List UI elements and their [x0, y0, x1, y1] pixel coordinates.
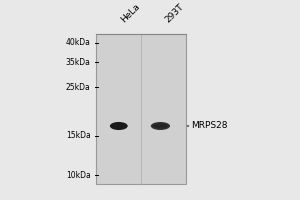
Ellipse shape: [110, 122, 128, 130]
Text: 10kDa: 10kDa: [66, 171, 91, 180]
Text: 40kDa: 40kDa: [66, 38, 91, 47]
Text: 293T: 293T: [164, 2, 186, 25]
FancyBboxPatch shape: [97, 34, 186, 184]
Text: 15kDa: 15kDa: [66, 131, 91, 140]
Text: MRPS28: MRPS28: [187, 121, 228, 130]
Ellipse shape: [111, 123, 126, 129]
Ellipse shape: [151, 122, 170, 130]
Text: 35kDa: 35kDa: [66, 58, 91, 67]
Ellipse shape: [112, 124, 125, 128]
Ellipse shape: [154, 124, 167, 128]
Ellipse shape: [152, 123, 169, 129]
Text: 25kDa: 25kDa: [66, 83, 91, 92]
Text: HeLa: HeLa: [119, 2, 141, 25]
